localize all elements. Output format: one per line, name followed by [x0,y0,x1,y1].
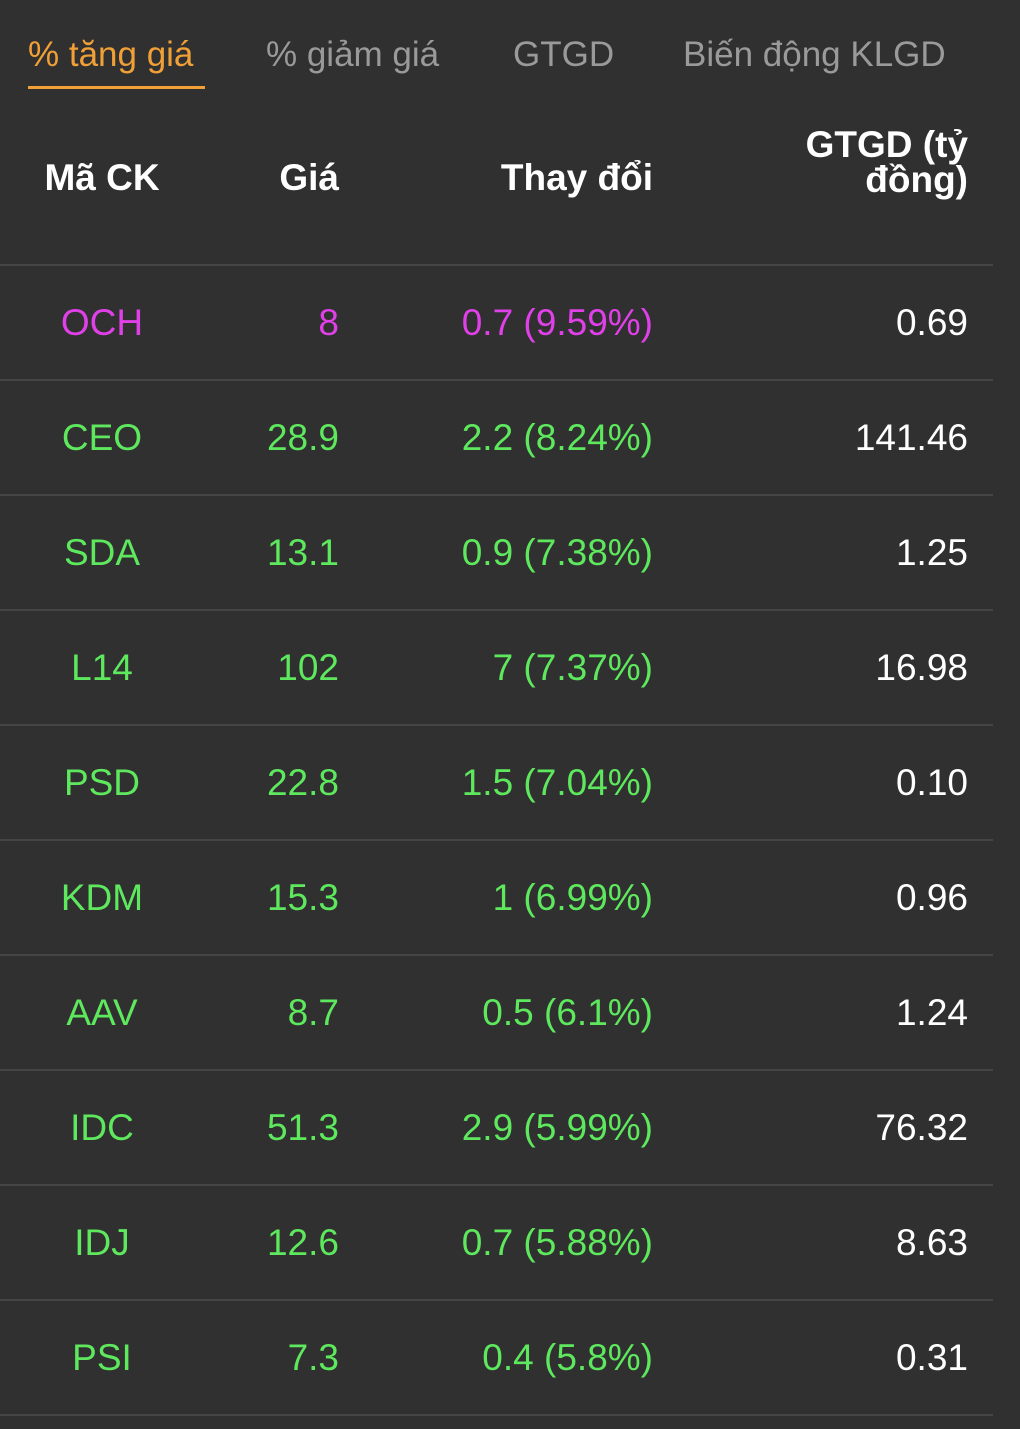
stock-code: AAV [66,992,138,1033]
header-price: Giá [279,157,339,198]
tab-percent-increase[interactable]: % tăng giá [28,35,194,74]
tab-bar: % tăng giá % giảm giá GTGD Biến động KLG… [0,0,1020,110]
trading-value: 0.69 [895,302,968,343]
table-row[interactable]: KDM 15.3 1 (6.99%) 0.96 [0,841,993,956]
price-change: 0.7 (9.59%) [461,302,653,343]
table-row[interactable]: PSD 22.8 1.5 (7.04%) 0.10 [0,726,993,841]
trading-value: 16.98 [875,647,968,688]
stock-code: KDM [60,877,144,918]
price-change: 0.7 (5.88%) [461,1222,653,1263]
stock-code: PSD [63,762,141,803]
header-trading-value-line2: đồng) [865,159,968,200]
trading-value: 8.63 [895,1222,968,1263]
stock-code: IDJ [74,1222,130,1263]
price: 102 [277,647,339,688]
price: 8 [318,302,339,343]
stock-code: OCH [60,302,144,343]
table-row[interactable]: IDC 51.3 2.9 (5.99%) 76.32 [0,1071,993,1186]
price-change: 1 (6.99%) [492,877,653,918]
price: 8.7 [287,992,339,1033]
price: 15.3 [266,877,339,918]
price-change: 1.5 (7.04%) [461,762,653,803]
table-row[interactable]: SDA 13.1 0.9 (7.38%) 1.25 [0,496,993,611]
gainers-table: OCH 8 0.7 (9.59%) 0.69 CEO 28.9 2.2 (8.24%) 141… [0,266,993,1416]
header-trading-value: GTGD (tỷ đồng) [700,122,968,202]
price-change: 0.4 (5.8%) [482,1337,653,1378]
stock-code: CEO [61,417,143,458]
tab-trading-value[interactable]: GTGD [513,35,615,74]
header-change: Thay đổi [500,157,653,198]
table-row[interactable]: OCH 8 0.7 (9.59%) 0.69 [0,266,993,381]
trading-value: 0.10 [895,762,968,803]
trading-value: 141.46 [854,417,968,458]
price-change: 0.5 (6.1%) [482,992,653,1033]
table-header: Mã CK Giá Thay đổi GTGD (tỷ đồng) [0,110,993,266]
stock-code: PSI [72,1337,132,1378]
trading-value: 0.31 [895,1337,968,1378]
table-row[interactable]: L14 102 7 (7.37%) 16.98 [0,611,993,726]
price: 12.6 [266,1222,339,1263]
header-trading-value-line1: GTGD (tỷ [805,124,968,165]
price-change: 2.9 (5.99%) [461,1107,653,1148]
header-stock-code: Mã CK [44,157,160,198]
price: 51.3 [266,1107,339,1148]
trading-value: 1.25 [895,532,968,573]
price: 22.8 [266,762,339,803]
tab-volume-change[interactable]: Biến động KLGD [683,35,946,74]
table-row[interactable]: CEO 28.9 2.2 (8.24%) 141.46 [0,381,993,496]
tab-percent-decrease[interactable]: % giảm giá [266,35,440,74]
price-change: 0.9 (7.38%) [461,532,653,573]
trading-value: 1.24 [895,992,968,1033]
table-row[interactable]: AAV 8.7 0.5 (6.1%) 1.24 [0,956,993,1071]
price-change: 2.2 (8.24%) [461,417,653,458]
trading-value: 76.32 [875,1107,968,1148]
price: 13.1 [266,532,339,573]
price: 7.3 [287,1337,339,1378]
table-row[interactable]: PSI 7.3 0.4 (5.8%) 0.31 [0,1301,993,1416]
table-row[interactable]: IDJ 12.6 0.7 (5.88%) 8.63 [0,1186,993,1301]
price: 28.9 [266,417,339,458]
stock-code: L14 [71,647,133,688]
stock-code: SDA [63,532,141,573]
stock-code: IDC [70,1107,134,1148]
price-change: 7 (7.37%) [492,647,653,688]
active-tab-indicator [28,86,205,89]
trading-value: 0.96 [895,877,968,918]
